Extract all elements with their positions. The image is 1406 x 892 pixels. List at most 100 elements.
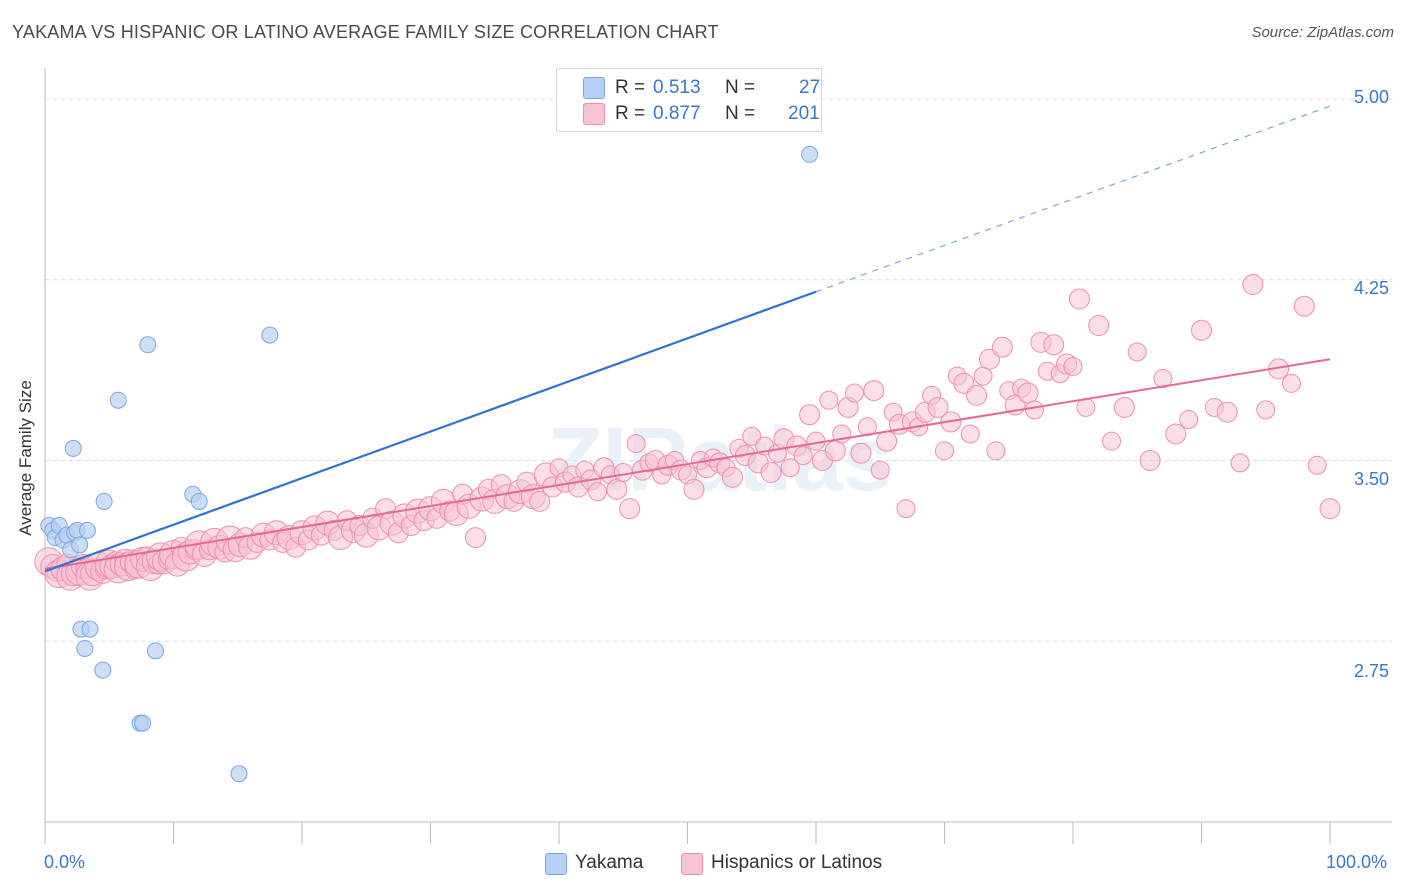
hispanic-point xyxy=(1024,400,1044,420)
y-tick-label: 3.50 xyxy=(1354,469,1390,489)
yakama-trend-extension xyxy=(815,105,1331,293)
yakama-point xyxy=(71,536,89,554)
hispanic-point xyxy=(606,478,628,500)
yakama-trend-line xyxy=(44,290,817,573)
yakama-point xyxy=(95,492,113,510)
hispanic-point xyxy=(1102,431,1122,451)
hispanic-point xyxy=(1242,274,1264,296)
hispanic-point xyxy=(683,478,705,500)
n-value: 27 xyxy=(799,77,821,98)
hispanic-point xyxy=(1256,400,1276,420)
hispanic-point xyxy=(1043,334,1065,356)
hispanic-point xyxy=(793,446,813,466)
hispanic-point xyxy=(1179,409,1199,429)
x-tick-label-min: 0.0% xyxy=(44,852,86,872)
r-label: R = xyxy=(615,77,646,98)
r-value: 0.877 xyxy=(653,103,701,124)
yakama-point xyxy=(81,620,99,638)
hispanic-point xyxy=(619,498,641,520)
yakama-legend-label: Yakama xyxy=(575,852,644,873)
n-value: 201 xyxy=(788,103,820,124)
hispanic-point xyxy=(1139,449,1161,471)
hispanic-point xyxy=(1216,401,1238,423)
yakama-swatch xyxy=(583,77,605,99)
hispanic-point xyxy=(927,396,949,418)
x-tick-label-max: 100.0% xyxy=(1326,852,1388,872)
r-label: R = xyxy=(615,103,646,124)
y-tick-label: 4.25 xyxy=(1354,278,1390,298)
hispanic-legend-label: Hispanics or Latinos xyxy=(711,852,883,873)
yakama-point xyxy=(139,336,157,354)
hispanic-point xyxy=(760,462,782,484)
yakama-point xyxy=(76,639,94,657)
hispanic-point xyxy=(721,466,743,488)
hispanic-point xyxy=(1063,356,1083,376)
hispanic-point xyxy=(896,499,916,519)
hispanic-point xyxy=(464,527,486,549)
hispanic-point xyxy=(1191,319,1212,341)
yakama-point xyxy=(109,391,127,409)
yakama-point xyxy=(134,714,152,732)
hispanic-point xyxy=(799,404,821,426)
correlation-legend: R = 0.513 N = 27 R = 0.877 N = 201 xyxy=(556,68,822,132)
trend-lines xyxy=(44,105,1331,573)
yakama-point xyxy=(230,765,248,783)
y-tick-label: 5.00 xyxy=(1354,87,1390,107)
hispanic-point xyxy=(1113,396,1135,418)
chart-title: YAKAMA VS HISPANIC OR LATINO AVERAGE FAM… xyxy=(12,22,719,42)
hispanic-point xyxy=(1281,373,1301,393)
hispanic-point xyxy=(978,348,1000,370)
hispanic-point xyxy=(588,482,608,502)
yakama-point xyxy=(261,326,279,344)
hispanic-point xyxy=(626,434,646,454)
hispanic-point xyxy=(1076,397,1096,417)
hispanic-point xyxy=(960,424,980,444)
r-value: 0.513 xyxy=(653,77,701,98)
hispanic-point xyxy=(780,458,800,478)
hispanic-point xyxy=(1017,382,1039,404)
hispanic-point xyxy=(991,336,1013,358)
hispanic-trend-line xyxy=(44,358,1331,570)
hispanic-legend-swatch xyxy=(681,853,703,875)
hispanic-point xyxy=(1088,314,1110,336)
yakama-point xyxy=(190,492,208,510)
y-axis-label: Average Family Size xyxy=(16,380,35,536)
n-label: N = xyxy=(725,103,756,124)
yakama-point xyxy=(801,145,819,163)
hispanic-point xyxy=(935,441,954,461)
yakama-points xyxy=(40,145,819,783)
source-label: Source: ZipAtlas.com xyxy=(1251,24,1394,41)
y-tick-label: 2.75 xyxy=(1354,661,1390,681)
grid-lines xyxy=(45,98,1392,642)
yakama-point xyxy=(94,661,112,679)
hispanic-point xyxy=(876,430,898,452)
hispanic-point xyxy=(1230,453,1250,473)
axes xyxy=(44,68,1392,844)
hispanic-point xyxy=(819,390,839,410)
hispanic-point xyxy=(742,426,762,446)
yakama-legend-swatch xyxy=(545,853,567,875)
hispanic-point xyxy=(613,463,633,483)
yakama-point xyxy=(147,642,165,660)
hispanic-point xyxy=(1153,369,1173,389)
hispanic-point xyxy=(986,441,1006,461)
hispanic-point xyxy=(529,490,551,512)
hispanic-point xyxy=(953,372,975,394)
hispanic-point xyxy=(1293,295,1315,317)
yakama-point xyxy=(64,439,82,457)
hispanic-point xyxy=(966,384,988,406)
hispanic-point xyxy=(845,383,865,403)
yakama-point xyxy=(78,521,96,539)
hispanic-point xyxy=(1068,288,1090,310)
n-label: N = xyxy=(725,77,756,98)
hispanic-point xyxy=(1165,423,1187,445)
hispanic-point xyxy=(1307,455,1327,475)
hispanic-point xyxy=(870,460,890,480)
hispanic-swatch xyxy=(583,103,605,125)
hispanic-point xyxy=(1127,342,1147,362)
hispanic-point xyxy=(824,440,846,462)
hispanic-point xyxy=(850,442,872,464)
hispanic-point xyxy=(863,380,885,402)
hispanic-point xyxy=(973,366,993,386)
